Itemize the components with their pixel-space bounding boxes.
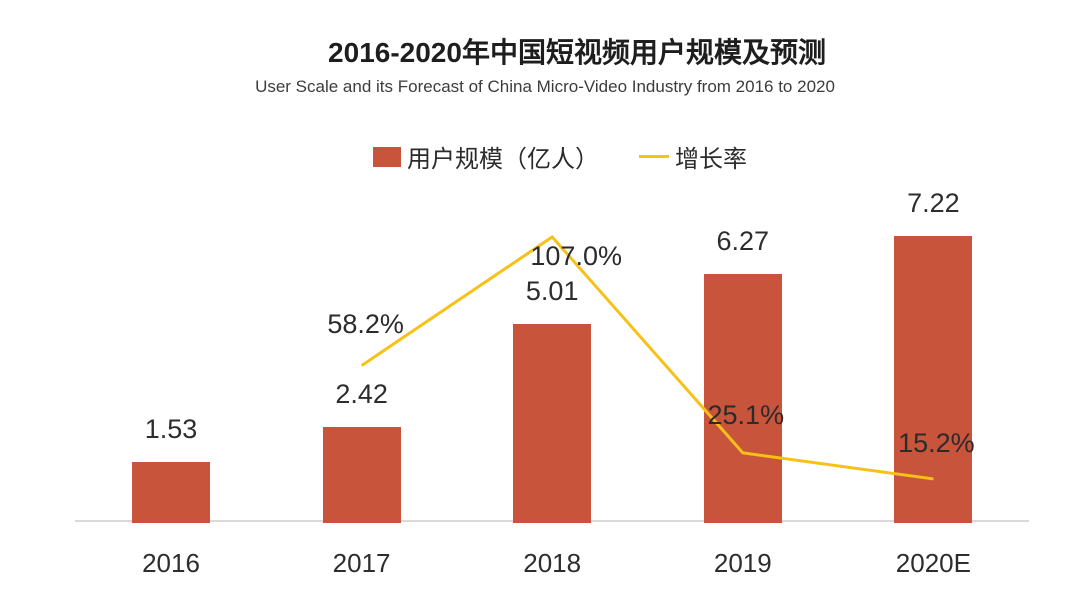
x-axis-label-2017: 2017 [332, 548, 391, 578]
bar-2020E [894, 236, 973, 523]
bar-value-label-2018: 5.01 [525, 276, 579, 307]
x-axis-label-2019: 2019 [713, 548, 772, 578]
growth-rate-label-2018: 107.0% [530, 240, 622, 271]
x-axis-label-2016: 2016 [142, 548, 200, 578]
bar-value-label-2016: 1.53 [144, 414, 198, 445]
bar-value-label-2019: 6.27 [716, 226, 770, 257]
growth-rate-label-2017: 58.2% [327, 308, 404, 339]
legend-bar-swatch-icon [373, 146, 401, 167]
bar-2017 [322, 426, 401, 523]
growth-rate-label-2019: 25.1% [707, 399, 785, 430]
chart-title: 2016-2020年中国短视频用户规模及预测 [328, 37, 826, 68]
legend: 用户规模（亿人） 增长率 [373, 139, 747, 174]
legend-bar-label: 用户规模（亿人） [407, 146, 599, 173]
bar-2019 [703, 274, 782, 523]
growth-line [360, 234, 934, 481]
growth-rate-label-2020E: 15.2% [898, 427, 975, 458]
x-axis-label-2020E: 2020E [895, 548, 971, 578]
bar-value-label-2020E: 7.22 [907, 188, 960, 219]
bar-2016 [132, 462, 210, 523]
legend-line-label: 增长率 [675, 146, 747, 173]
bar-value-label-2017: 2.42 [335, 378, 388, 409]
chart-subtitle: User Scale and its Forecast of China Mic… [255, 77, 835, 96]
bar-2018 [513, 324, 592, 523]
x-axis-label-2018: 2018 [523, 548, 582, 578]
legend-line-swatch-icon [639, 155, 669, 158]
